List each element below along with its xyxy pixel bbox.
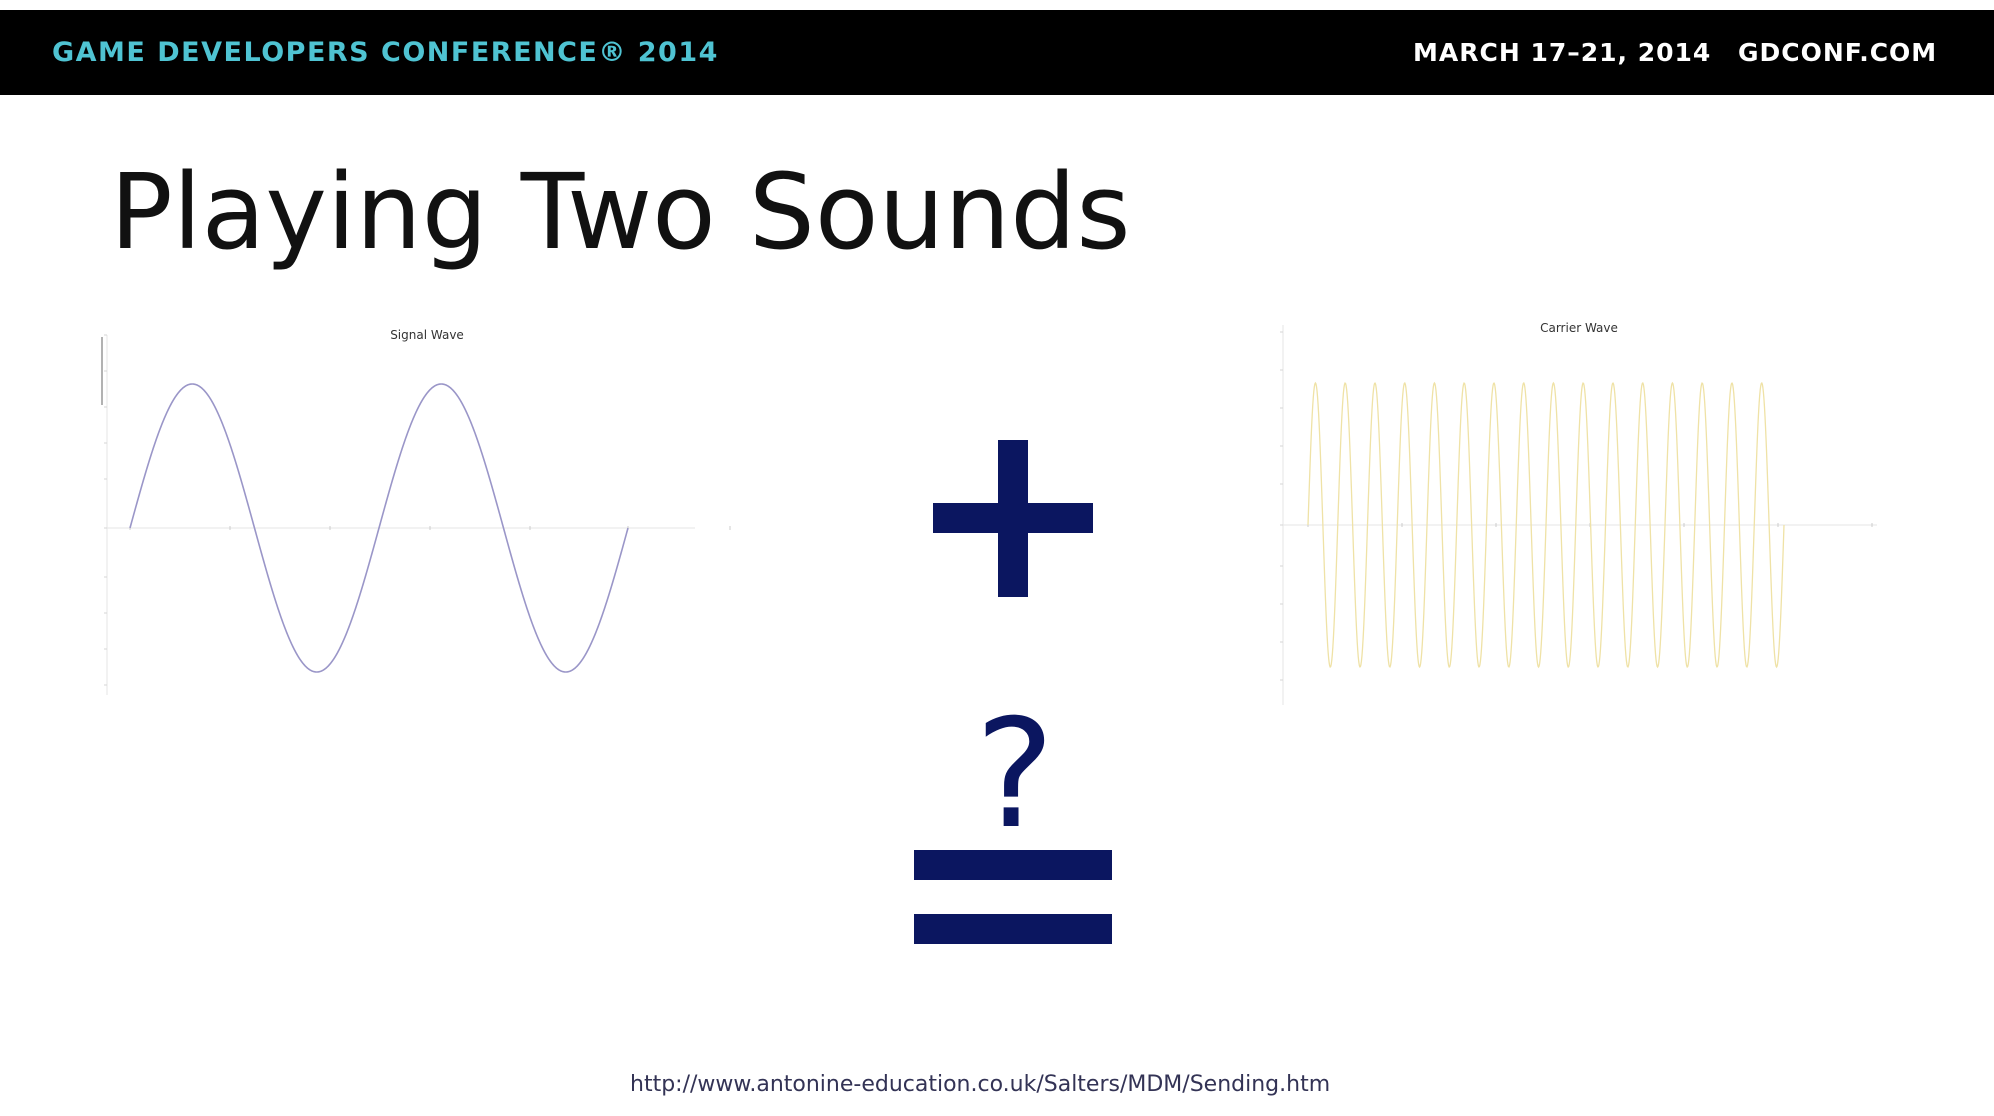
carrier-wave-line — [1307, 381, 1785, 669]
plus-symbol-horizontal — [933, 503, 1093, 533]
source-url: http://www.antonine-education.co.uk/Salt… — [630, 1072, 1331, 1097]
signal-wave-chart: Signal Wave — [101, 328, 731, 695]
carrier-wave-chart: Carrier Wave — [1280, 321, 1877, 705]
signal-axis-ticks — [104, 334, 731, 686]
conference-name: GAME DEVELOPERS CONFERENCE® 2014 — [52, 37, 719, 68]
conference-website: GDCONF.COM — [1738, 38, 1938, 67]
carrier-wave-title: Carrier Wave — [1540, 321, 1618, 335]
signal-wave-line — [129, 383, 629, 673]
equals-symbol-bottom — [914, 914, 1112, 944]
top-strip — [0, 0, 1994, 10]
question-symbol: ? — [975, 688, 1055, 862]
conference-header-bar: GAME DEVELOPERS CONFERENCE® 2014 MARCH 1… — [0, 10, 1994, 95]
equals-symbol-top — [914, 850, 1112, 880]
signal-wave-title: Signal Wave — [390, 328, 464, 342]
slide-title: Playing Two Sounds — [110, 151, 1131, 273]
conference-dates: MARCH 17–21, 2014 — [1413, 38, 1712, 67]
